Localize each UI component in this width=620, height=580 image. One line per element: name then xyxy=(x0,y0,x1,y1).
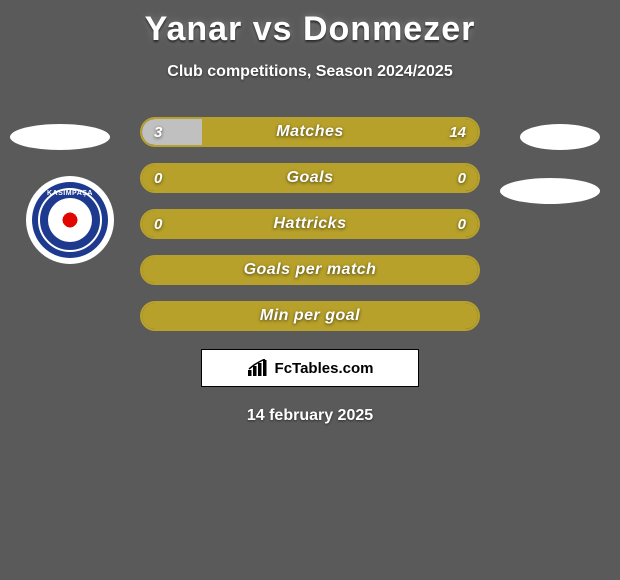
stat-label: Matches xyxy=(276,123,344,141)
player-avatar-right-2 xyxy=(500,178,600,204)
stat-fill-left xyxy=(142,119,202,145)
player-avatar-right-1 xyxy=(520,124,600,150)
stat-value-left: 0 xyxy=(154,216,162,233)
subtitle: Club competitions, Season 2024/2025 xyxy=(0,63,620,81)
stat-value-right: 14 xyxy=(449,124,466,141)
brand-box[interactable]: FcTables.com xyxy=(201,349,419,387)
club-badge-flag-icon xyxy=(55,205,85,235)
player-avatar-left xyxy=(10,124,110,150)
brand-chart-icon xyxy=(247,359,269,377)
stat-value-right: 0 xyxy=(458,216,466,233)
brand-text: FcTables.com xyxy=(275,360,374,377)
page-title: Yanar vs Donmezer xyxy=(0,0,620,49)
club-badge-name: KASIMPAŞA xyxy=(32,190,108,197)
stats-container: 3 14 Matches 0 0 Goals 0 0 Hattricks Goals per ma… xyxy=(140,117,480,331)
stat-value-left: 0 xyxy=(154,170,162,187)
stat-label: Min per goal xyxy=(260,307,360,325)
stat-row: 0 0 Hattricks xyxy=(140,209,480,239)
stat-row: Min per goal xyxy=(140,301,480,331)
date-label: 14 february 2025 xyxy=(0,407,620,425)
stat-row: 3 14 Matches xyxy=(140,117,480,147)
stat-label: Hattricks xyxy=(274,215,347,233)
club-badge-left: KASIMPAŞA xyxy=(26,176,114,264)
stat-value-right: 0 xyxy=(458,170,466,187)
stat-label: Goals xyxy=(287,169,334,187)
stat-value-left: 3 xyxy=(154,124,162,141)
stat-row: 0 0 Goals xyxy=(140,163,480,193)
stat-row: Goals per match xyxy=(140,255,480,285)
stat-label: Goals per match xyxy=(244,261,377,279)
